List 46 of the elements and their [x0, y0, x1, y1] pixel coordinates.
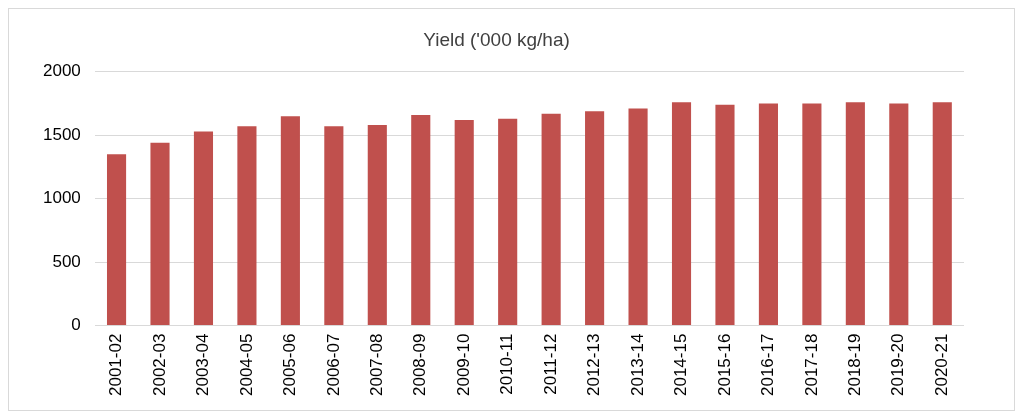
y-tick-label: 500	[52, 251, 81, 271]
bar	[758, 103, 778, 326]
x-tick-label: 2010-11	[497, 333, 517, 395]
x-tick-label: 2018-19	[845, 333, 865, 396]
bar	[411, 114, 431, 326]
bar	[541, 113, 561, 326]
bar	[498, 118, 518, 326]
x-tick-label: 2009-10	[453, 333, 473, 396]
x-tick-label: 2019-20	[888, 333, 908, 396]
x-tick-label: 2015-16	[714, 333, 734, 396]
y-tick-label: 1000	[42, 188, 81, 208]
x-tick-label: 2008-09	[410, 333, 430, 396]
x-tick-label: 2016-17	[758, 333, 778, 396]
bar	[193, 131, 214, 326]
bar	[932, 102, 952, 326]
y-tick-label: 2000	[42, 61, 81, 81]
bar	[715, 104, 735, 326]
x-tick-label: 2012-13	[584, 333, 604, 396]
x-tick-label: 2002-03	[149, 333, 169, 396]
x-tick-label: 2006-07	[323, 333, 343, 396]
x-tick-label: 2001-02	[106, 333, 126, 396]
y-tick-label: 1500	[42, 124, 81, 144]
chart-title: Yield ('000 kg/ha)	[423, 28, 570, 50]
x-tick-label: 2005-06	[280, 333, 300, 396]
bar	[845, 102, 865, 326]
x-tick-label: 2017-18	[801, 333, 821, 396]
bar	[367, 125, 387, 326]
bar	[628, 108, 648, 326]
bar	[889, 103, 909, 326]
bar	[237, 126, 257, 326]
x-tick-label: 2007-08	[366, 333, 386, 396]
y-tick-label: 0	[71, 315, 81, 335]
x-tick-label: 2003-04	[193, 333, 213, 396]
bar	[280, 116, 300, 326]
bar	[802, 103, 822, 326]
bar	[324, 126, 344, 326]
x-tick-label: 2004-05	[236, 333, 256, 396]
bar	[671, 102, 692, 326]
bar	[150, 142, 170, 326]
bar	[585, 111, 605, 326]
x-tick-label: 2014-15	[671, 333, 691, 396]
x-tick-label: 2011-12	[540, 333, 560, 395]
bar	[454, 120, 474, 326]
x-tick-label: 2013-14	[627, 333, 647, 396]
x-tick-label: 2020-21	[931, 333, 951, 396]
bar	[106, 154, 127, 326]
